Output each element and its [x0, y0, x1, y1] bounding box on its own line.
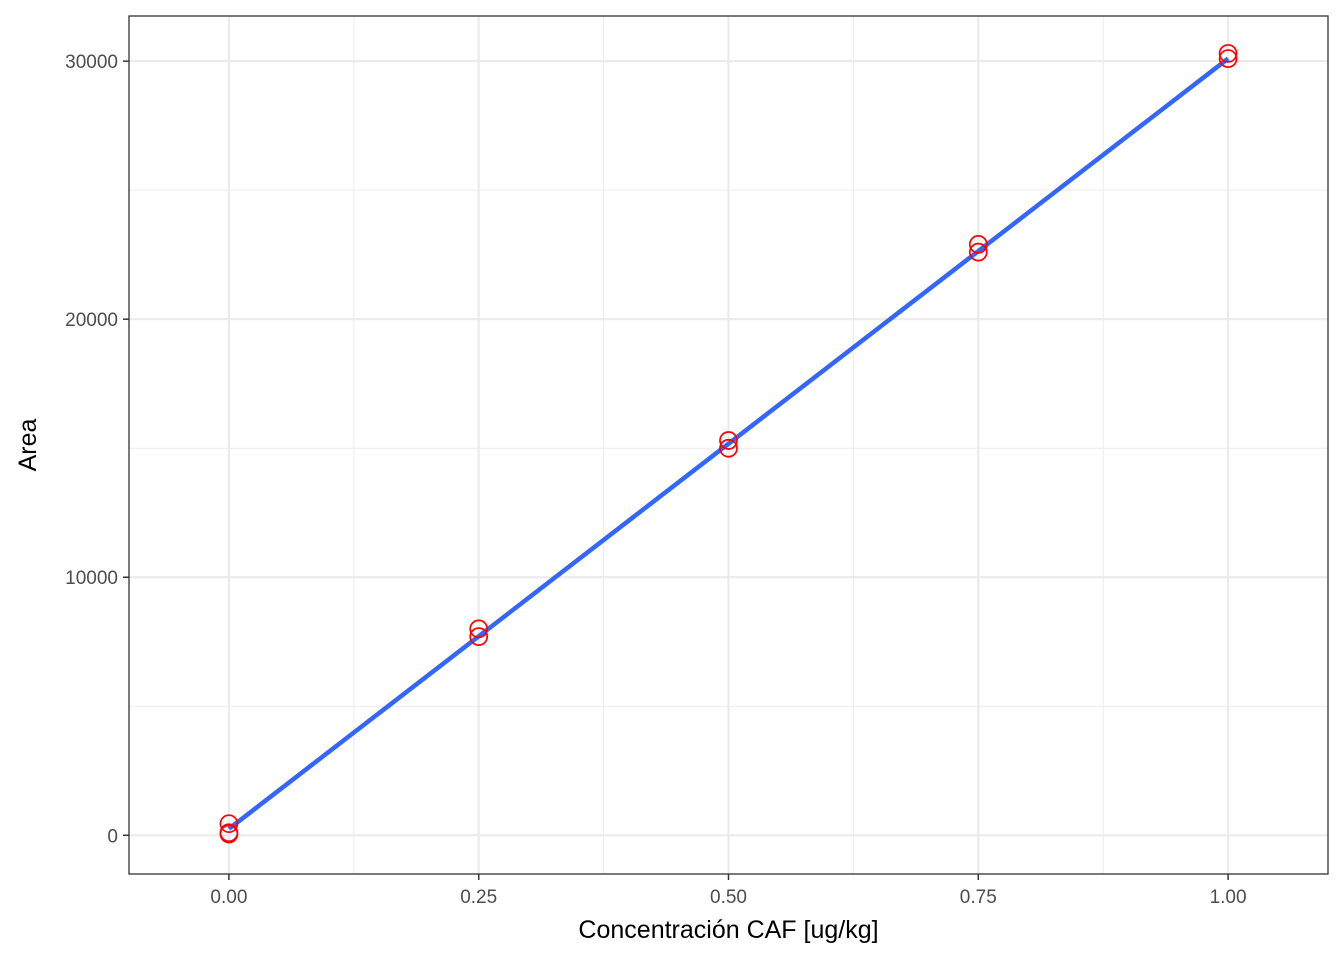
data-point: [968, 235, 988, 254]
y-tick-label: 20000: [65, 310, 118, 331]
y-tick-label: 10000: [65, 568, 118, 589]
data-point: [1218, 44, 1238, 63]
data-point: [219, 814, 239, 834]
major-gridlines: [129, 16, 1328, 874]
data-point: [469, 627, 489, 646]
data-point: [719, 431, 738, 450]
x-axis-title: Concentración CAF [ug/kg]: [578, 916, 878, 944]
data-point: [219, 824, 239, 844]
y-axis-title: Area: [14, 419, 42, 472]
x-tick-label: 0.75: [960, 887, 997, 908]
x-tick-label: 0.25: [460, 887, 497, 908]
regression-line: [227, 56, 1230, 831]
data-points: [219, 44, 1238, 844]
data-point: [1218, 49, 1238, 68]
x-axis-ticks: 0.00 0.25 0.50 0.75 1.00: [210, 874, 1247, 908]
x-tick-label: 0.00: [210, 887, 247, 908]
data-point: [719, 438, 738, 458]
data-point: [968, 242, 988, 262]
y-tick-label: 0: [107, 826, 118, 847]
y-tick-label: 30000: [65, 52, 118, 73]
x-tick-label: 0.50: [710, 887, 747, 908]
data-point: [469, 619, 489, 639]
x-tick-label: 1.00: [1210, 887, 1247, 908]
y-axis-ticks: 0 10000 20000 30000: [65, 52, 129, 847]
